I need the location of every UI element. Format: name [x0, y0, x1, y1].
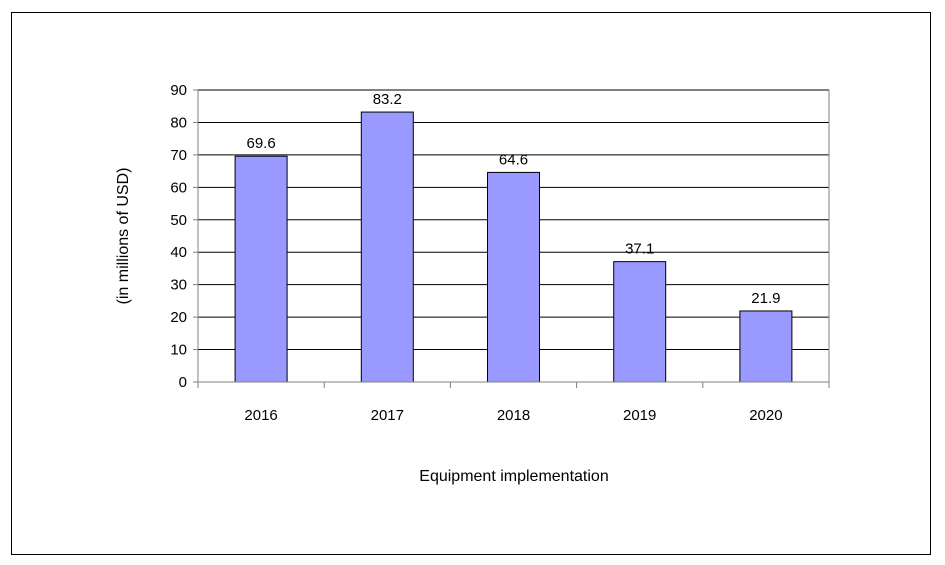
data-label-2020: 21.9 — [751, 290, 780, 307]
y-tick-label: 70 — [170, 147, 187, 164]
bar-2017 — [360, 111, 414, 383]
bar-2019 — [613, 261, 667, 383]
y-tick-label: 30 — [170, 277, 187, 294]
x-tick-label: 2016 — [244, 407, 277, 424]
y-tick-label: 20 — [170, 309, 187, 326]
y-tick-label: 80 — [170, 114, 187, 131]
chart-frame — [11, 12, 931, 555]
x-tick-label: 2018 — [497, 407, 530, 424]
x-tick-label: 2019 — [623, 407, 656, 424]
data-label-2017: 83.2 — [373, 91, 402, 108]
bar-2020 — [739, 310, 793, 383]
bar-2016 — [234, 155, 288, 383]
axes — [193, 89, 830, 388]
bars — [234, 111, 793, 383]
x-tick-label: 2017 — [371, 407, 404, 424]
y-tick-label: 60 — [170, 179, 187, 196]
data-label-2019: 37.1 — [625, 241, 654, 258]
y-tick-label: 10 — [170, 342, 187, 359]
labels: 0 10 20 30 40 50 60 70 80 90 69.6 2016 83.2 2017 64.6 2… — [170, 82, 782, 424]
y-tick-label: 90 — [170, 82, 187, 99]
data-label-2016: 69.6 — [246, 135, 275, 152]
data-label-2018: 64.6 — [499, 151, 528, 168]
x-tick-label: 2020 — [749, 407, 782, 424]
bar-2018 — [487, 171, 540, 383]
y-axis-title: (in millions of USD) — [115, 168, 132, 305]
y-tick-label: 50 — [170, 212, 187, 229]
y-tick-label: 0 — [179, 374, 187, 391]
x-axis-title: Equipment implementation — [419, 468, 608, 485]
y-tick-label: 40 — [170, 244, 187, 261]
